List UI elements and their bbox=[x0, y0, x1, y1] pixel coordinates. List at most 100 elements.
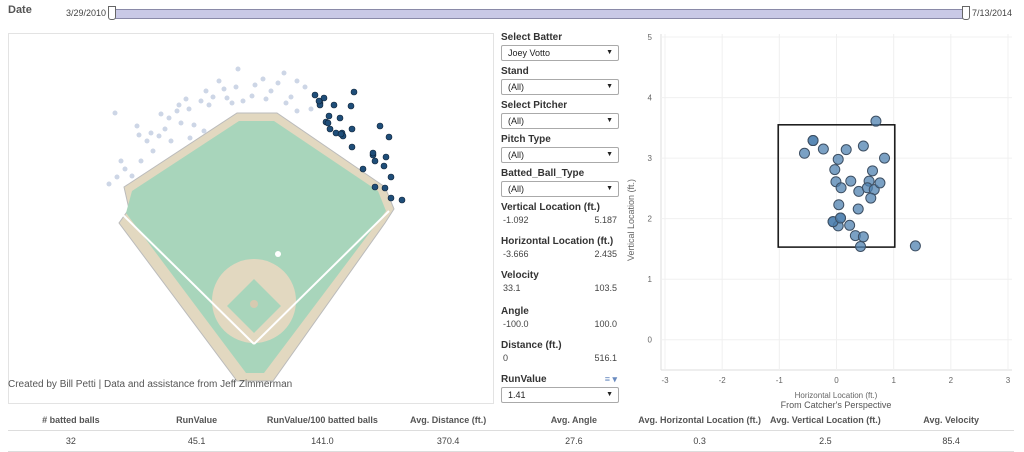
range-max: 2.435 bbox=[594, 249, 617, 259]
pitch-point[interactable] bbox=[852, 203, 864, 215]
other-batted-ball bbox=[112, 110, 118, 116]
vertical-location-filter[interactable]: Vertical Location (ft.) -1.092 5.187 bbox=[501, 202, 619, 225]
range-max: 103.5 bbox=[594, 283, 617, 293]
infield-marker bbox=[275, 251, 281, 257]
pitch-point[interactable] bbox=[845, 175, 857, 187]
batted-ball[interactable] bbox=[398, 196, 406, 204]
batted-ball[interactable] bbox=[382, 153, 390, 161]
pitch-type-label: Pitch Type bbox=[501, 134, 551, 145]
velocity-filter[interactable]: Velocity 33.1 103.5 bbox=[501, 270, 619, 293]
batted-ball[interactable] bbox=[371, 183, 379, 191]
chevron-down-icon: ▼ bbox=[606, 185, 613, 192]
batted-ball[interactable] bbox=[387, 173, 395, 181]
pitch-point[interactable] bbox=[867, 165, 879, 177]
y-axis-title: Vertical Location (ft.) bbox=[626, 179, 636, 261]
select-pitcher-label: Select Pitcher bbox=[501, 100, 568, 111]
other-batted-ball bbox=[198, 98, 204, 104]
batted-ball[interactable] bbox=[315, 97, 323, 105]
batted-ball[interactable] bbox=[326, 125, 334, 133]
chevron-down-icon: ▼ bbox=[606, 49, 613, 56]
pitch-point[interactable] bbox=[833, 199, 845, 211]
pitch-point[interactable] bbox=[855, 240, 867, 252]
batted-ball[interactable] bbox=[348, 143, 356, 151]
batted-ball[interactable] bbox=[324, 119, 332, 127]
x-tick-label: 0 bbox=[834, 376, 839, 385]
pitch-point[interactable] bbox=[874, 177, 886, 189]
menu-icon[interactable]: ≡ ▾ bbox=[604, 374, 617, 384]
date-range-slider[interactable] bbox=[112, 9, 968, 19]
stand-dropdown[interactable]: (All) ▼ bbox=[501, 79, 619, 95]
angle-filter[interactable]: Angle -100.0 100.0 bbox=[501, 306, 619, 329]
other-batted-ball bbox=[263, 96, 269, 102]
x-tick-label: -2 bbox=[719, 376, 727, 385]
batted-ball[interactable] bbox=[369, 149, 377, 157]
date-start-handle[interactable] bbox=[108, 6, 116, 20]
select-batter-dropdown[interactable]: Joey Votto ▼ bbox=[501, 45, 619, 61]
other-batted-ball bbox=[129, 173, 135, 179]
batted-ball[interactable] bbox=[371, 157, 379, 165]
other-batted-ball bbox=[158, 111, 164, 117]
pitch-point[interactable] bbox=[832, 153, 844, 165]
pitch-point[interactable] bbox=[807, 135, 819, 147]
run-value-dropdown[interactable]: 1.41 ▼ bbox=[501, 387, 619, 403]
other-batted-ball bbox=[240, 98, 246, 104]
horizontal-location-filter[interactable]: Horizontal Location (ft.) -3.666 2.435 bbox=[501, 236, 619, 259]
pitch-point[interactable] bbox=[840, 144, 852, 156]
pitch-point[interactable] bbox=[829, 164, 841, 176]
batted-ball[interactable] bbox=[311, 91, 319, 99]
y-tick-label: 2 bbox=[648, 215, 653, 224]
batted-ball[interactable] bbox=[325, 112, 333, 120]
y-tick-label: 5 bbox=[648, 33, 653, 42]
distance-filter[interactable]: Distance (ft.) 0 516.1 bbox=[501, 340, 619, 363]
batted-ball[interactable] bbox=[387, 194, 395, 202]
other-batted-ball bbox=[294, 108, 300, 114]
pitch-point[interactable] bbox=[909, 240, 921, 252]
pitch-point[interactable] bbox=[835, 182, 847, 194]
pitch-point[interactable] bbox=[857, 231, 869, 243]
other-batted-ball bbox=[183, 96, 189, 102]
batted-ball[interactable] bbox=[385, 133, 393, 141]
pitch-point[interactable] bbox=[865, 192, 877, 204]
other-batted-ball bbox=[203, 88, 209, 94]
batted-ball[interactable] bbox=[330, 101, 338, 109]
pitch-point[interactable] bbox=[879, 152, 891, 164]
batted-ball[interactable] bbox=[350, 88, 358, 96]
batted-ball-type-dropdown[interactable]: (All) ▼ bbox=[501, 181, 619, 197]
select-pitcher-value: (All) bbox=[508, 116, 524, 126]
pitch-point[interactable] bbox=[817, 143, 829, 155]
other-batted-ball bbox=[168, 138, 174, 144]
pitch-location-scatter: Vertical Location (ft.) Horizontal Locat… bbox=[626, 33, 1012, 410]
range-max: 5.187 bbox=[594, 215, 617, 225]
batted-ball[interactable] bbox=[376, 122, 384, 130]
y-tick-label: 0 bbox=[648, 336, 653, 345]
date-end-handle[interactable] bbox=[962, 6, 970, 20]
batted-ball[interactable] bbox=[320, 94, 328, 102]
batted-ball[interactable] bbox=[359, 165, 367, 173]
batted-ball[interactable] bbox=[380, 162, 388, 170]
chevron-down-icon: ▼ bbox=[606, 391, 613, 398]
field-grass bbox=[126, 121, 386, 373]
date-start: 3/29/2010 bbox=[66, 8, 107, 18]
strike-zone bbox=[777, 124, 896, 248]
batted-ball-type-value: (All) bbox=[508, 184, 524, 194]
pitch-point[interactable] bbox=[857, 140, 869, 152]
other-batted-ball bbox=[122, 166, 128, 172]
pitch-point[interactable] bbox=[798, 147, 810, 159]
batted-ball[interactable] bbox=[337, 130, 345, 138]
date-end: 7/13/2014 bbox=[972, 8, 1013, 18]
batted-ball[interactable] bbox=[381, 184, 389, 192]
pitch-point[interactable] bbox=[870, 115, 882, 127]
pitch-point[interactable] bbox=[835, 212, 847, 224]
other-batted-ball bbox=[288, 94, 294, 100]
batted-ball[interactable] bbox=[348, 125, 356, 133]
summary-header: Avg. Vertical Location (ft.) bbox=[770, 415, 881, 425]
other-batted-ball bbox=[176, 102, 182, 108]
other-batted-ball bbox=[206, 102, 212, 108]
batted-ball[interactable] bbox=[347, 102, 355, 110]
summary-header: Avg. Distance (ft.) bbox=[410, 415, 487, 425]
select-pitcher-dropdown[interactable]: (All) ▼ bbox=[501, 113, 619, 129]
batted-ball[interactable] bbox=[336, 114, 344, 122]
pitch-point[interactable] bbox=[844, 219, 856, 231]
pitch-type-dropdown[interactable]: (All) ▼ bbox=[501, 147, 619, 163]
y-tick-label: 4 bbox=[648, 94, 653, 103]
